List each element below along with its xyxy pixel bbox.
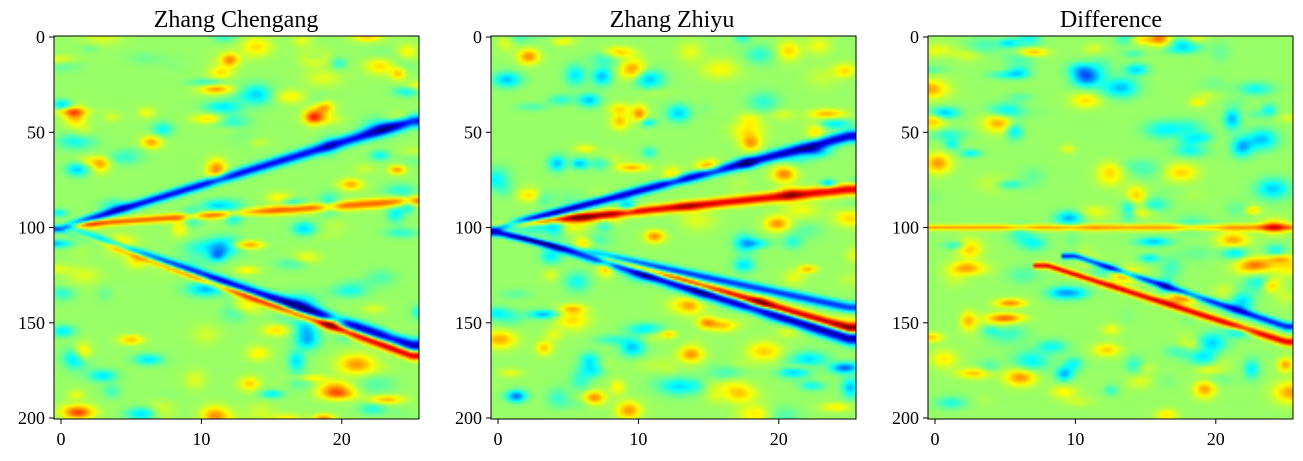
panel-1-x-tick-label: 0 [57, 429, 66, 449]
panel-2-y-ticks: 0 50 100 150 200 [455, 27, 491, 428]
panel-3-x-tick-label: 10 [1066, 429, 1084, 449]
panel-1-x-tick-label: 20 [333, 429, 351, 449]
panel-2-x-ticks: 0 10 20 [494, 419, 788, 449]
panel-1-y-tick-label: 200 [18, 408, 45, 428]
panel-2-title: Zhang Zhiyu [610, 7, 735, 33]
panel-1-x-ticks: 0 10 20 [57, 419, 351, 449]
panel-2-x-tick-label: 0 [494, 429, 503, 449]
panel-3-y-ticks: 0 50 100 150 200 [892, 27, 928, 428]
panel-3-x-tick-label: 20 [1207, 429, 1225, 449]
panel-1-title: Zhang Chengang [154, 7, 319, 33]
panel-1-heatmap-image [54, 36, 419, 419]
panel-3-title: Difference [1060, 7, 1162, 33]
panel-2-y-tick-label: 150 [455, 313, 482, 333]
panel-2-y-tick-label: 100 [455, 218, 482, 238]
panel-1-y-ticks: 0 50 100 150 200 [18, 27, 54, 428]
panel-1-y-tick-label: 0 [36, 27, 45, 47]
panel-1-y-tick-label: 150 [18, 313, 45, 333]
panel-2-y-tick-label: 0 [473, 27, 482, 47]
panel-1: Zhang Chengang 0 10 20 0 50 100 150 200 [18, 7, 420, 449]
panel-2-x-tick-label: 20 [770, 429, 788, 449]
panel-3: Difference 0 10 20 0 50 100 150 200 [892, 7, 1294, 449]
panel-2-heatmap-image [491, 36, 856, 419]
panel-3-y-tick-label: 100 [892, 218, 919, 238]
panel-2-x-tick-label: 10 [629, 429, 647, 449]
panel-3-heatmap-image [928, 36, 1293, 419]
panel-3-y-tick-label: 50 [901, 122, 919, 142]
panel-2: Zhang Zhiyu 0 10 20 0 50 100 150 200 [455, 7, 857, 449]
panel-3-y-tick-label: 200 [892, 408, 919, 428]
panel-2-y-tick-label: 50 [464, 122, 482, 142]
panel-2-y-tick-label: 200 [455, 408, 482, 428]
panel-3-y-tick-label: 150 [892, 313, 919, 333]
panel-3-y-tick-label: 0 [910, 27, 919, 47]
panel-1-x-tick-label: 10 [192, 429, 210, 449]
panel-3-x-tick-label: 0 [931, 429, 940, 449]
panel-3-x-ticks: 0 10 20 [931, 419, 1225, 449]
panel-1-y-tick-label: 100 [18, 218, 45, 238]
panel-1-y-tick-label: 50 [27, 122, 45, 142]
